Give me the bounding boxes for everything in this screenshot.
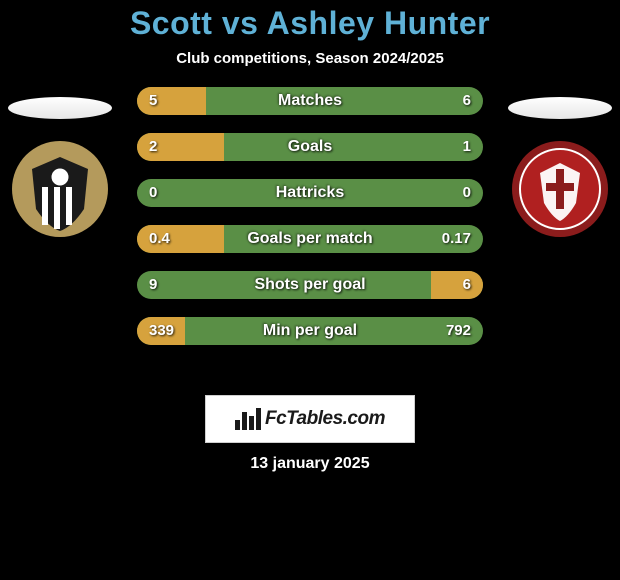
stat-label: Matches (137, 87, 483, 115)
page-title: Scott vs Ashley Hunter (0, 5, 620, 42)
left-player-panel (0, 87, 120, 239)
stats-column: 56Matches 21Goals 00Hattricks 0.40.17Goals … (137, 87, 483, 363)
stat-label: Shots per goal (137, 271, 483, 299)
footer-date: 13 january 2025 (0, 455, 620, 473)
stat-row: 96Shots per goal (137, 271, 483, 299)
footer-brand-text: FcTables.com (265, 408, 385, 430)
bars-icon (235, 408, 259, 430)
left-name-ellipse (8, 97, 112, 119)
stat-row: 00Hattricks (137, 179, 483, 207)
comparison-infographic: Scott vs Ashley Hunter Club competitions… (0, 0, 620, 580)
stat-row: 339792Min per goal (137, 317, 483, 345)
right-team-crest (510, 139, 610, 239)
stat-row: 21Goals (137, 133, 483, 161)
stat-label: Min per goal (137, 317, 483, 345)
stat-row: 56Matches (137, 87, 483, 115)
page-subtitle: Club competitions, Season 2024/2025 (0, 50, 620, 67)
left-team-crest (10, 139, 110, 239)
right-name-ellipse (508, 97, 612, 119)
stat-label: Goals per match (137, 225, 483, 253)
stat-row: 0.40.17Goals per match (137, 225, 483, 253)
stat-label: Goals (137, 133, 483, 161)
footer-brand-badge: FcTables.com (205, 395, 415, 443)
stat-label: Hattricks (137, 179, 483, 207)
right-player-panel (500, 87, 620, 239)
